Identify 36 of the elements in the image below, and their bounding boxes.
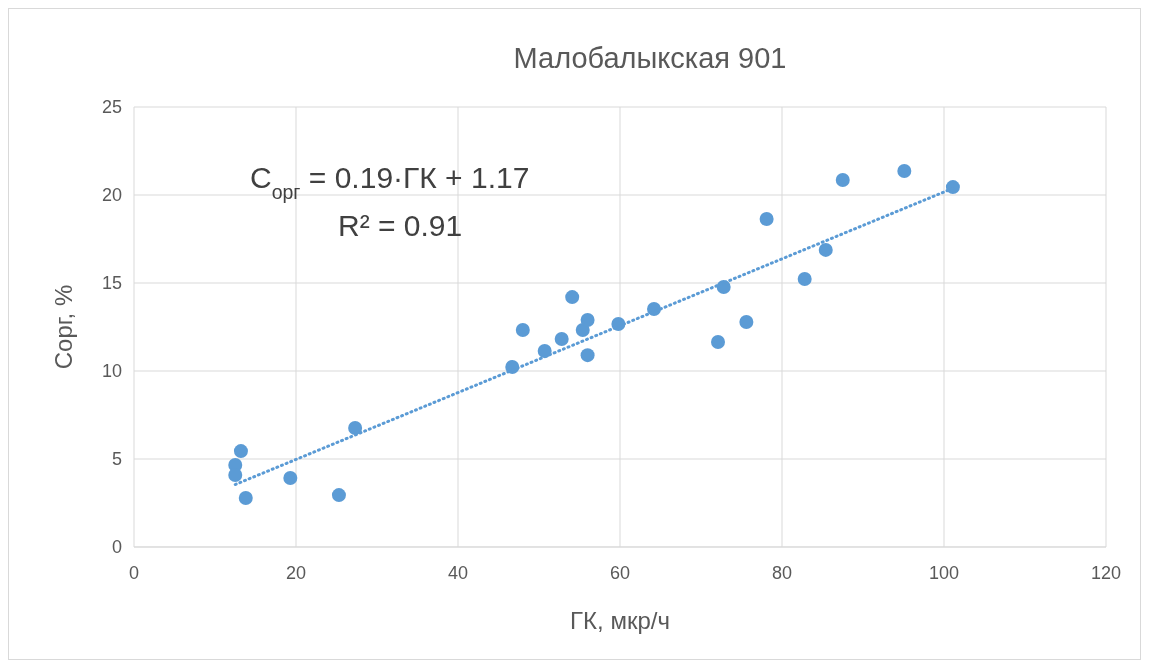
x-tick-label: 80: [771, 563, 793, 583]
x-tick-label: 40: [447, 563, 469, 583]
y-tick-label: 10: [101, 361, 122, 381]
point: [797, 271, 812, 286]
point: [759, 211, 774, 226]
point: [565, 290, 580, 305]
point: [238, 491, 253, 506]
point: [515, 322, 530, 337]
annotation: C$_{орг}$ = 0.19·ГК + 1.17: [250, 161, 530, 203]
point: [228, 468, 243, 483]
point: [580, 312, 595, 327]
y-tick-label: 20: [101, 185, 122, 205]
point: [348, 421, 363, 436]
point: [897, 164, 912, 179]
y-tick-label: 25: [101, 97, 122, 117]
point: [283, 471, 298, 486]
y-axis-title: Сорг, %: [50, 284, 77, 370]
point: [835, 173, 850, 188]
x-axis-title: ГК, мкр/ч: [570, 607, 670, 634]
x-tick-label: 0: [128, 563, 140, 583]
point: [818, 242, 833, 257]
point: [554, 331, 569, 346]
x-tick-label: 100: [928, 563, 960, 583]
x-tick-label: 120: [1090, 563, 1122, 583]
point: [233, 444, 248, 459]
chart-title: Малобалыкская 901: [513, 42, 787, 74]
annotation: R² = 0.91: [338, 209, 463, 242]
x-tick-label: 20: [285, 563, 307, 583]
y-tick-label: 5: [111, 449, 122, 469]
y-tick-label: 15: [101, 273, 122, 293]
point: [711, 334, 726, 349]
x-tick-label: 60: [609, 563, 631, 583]
point: [739, 315, 754, 330]
y-tick-label: 0: [111, 537, 122, 557]
point: [580, 348, 595, 363]
point: [331, 488, 346, 503]
